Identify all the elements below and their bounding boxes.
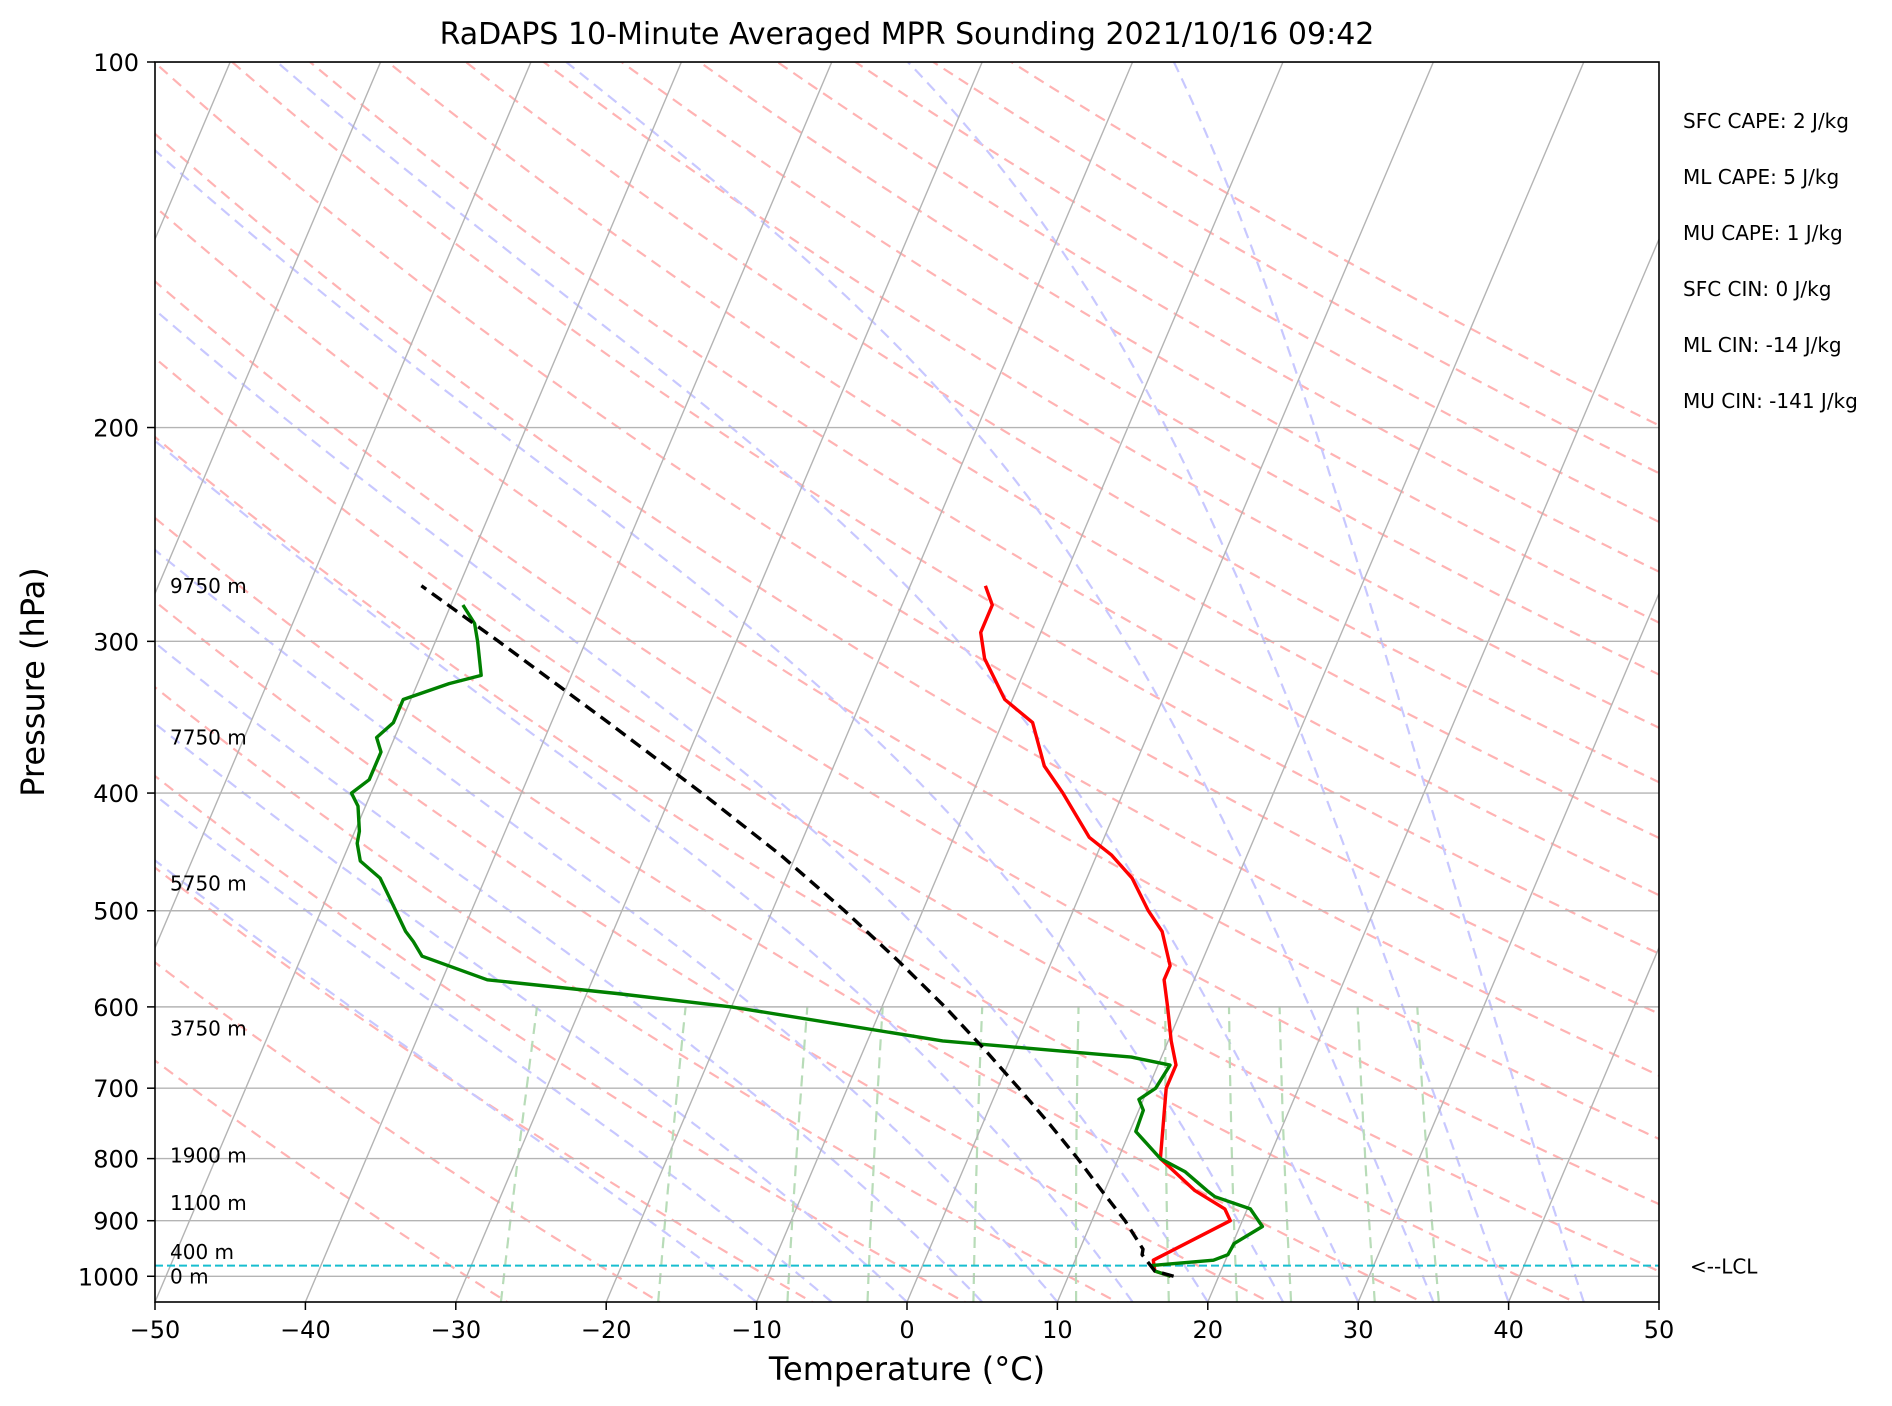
moist-adiabat (565, 62, 1435, 1302)
y-tick-label: 200 (93, 415, 139, 443)
temperature-line (979, 585, 1232, 1278)
height-label: 1900 m (170, 1143, 247, 1167)
moist-adiabat (155, 308, 1209, 1302)
moist-adiabat (155, 548, 1059, 1302)
stability-indices: SFC CAPE: 2 J/kg ML CAPE: 5 J/kg MU CAPE: … (1683, 109, 1858, 413)
dry-adiabat (308, 62, 1659, 897)
chart-title: RaDAPS 10-Minute Averaged MPR Sounding 2… (440, 17, 1375, 52)
y-tick-label: 100 (93, 49, 139, 77)
x-axis: −50 −40 −30 −20 −10 0 10 20 30 40 50 (130, 1302, 1675, 1344)
isotherm (906, 62, 1435, 1302)
dry-adiabat (619, 62, 1659, 676)
x-tick-label: 20 (1193, 1316, 1224, 1344)
height-label: 5750 m (170, 872, 247, 896)
height-label: 400 m (170, 1240, 234, 1264)
dry-adiabat (155, 279, 1659, 1206)
mixing-ratio-line (1227, 1006, 1239, 1302)
moist-adiabat (155, 641, 983, 1302)
moist-adiabat (155, 858, 758, 1302)
x-tick-label: −40 (280, 1316, 331, 1344)
x-tick-label: 40 (1493, 1316, 1524, 1344)
stability-index: SFC CIN: 0 J/kg (1683, 277, 1831, 301)
moist-adiabat (276, 62, 1360, 1302)
isotherm (1507, 945, 1659, 1302)
dewpoint-line (349, 604, 1265, 1278)
dry-adiabat (155, 516, 1425, 1302)
y-tick-label: 600 (93, 994, 139, 1022)
y-tick-label: 500 (93, 898, 139, 926)
isotherm (605, 62, 1134, 1302)
x-tick-label: 10 (1042, 1316, 1073, 1344)
dry-adiabat (464, 62, 1659, 784)
y-tick-label: 800 (93, 1146, 139, 1174)
x-tick-label: −10 (731, 1316, 782, 1344)
mixing-ratio-line (499, 1006, 539, 1302)
lcl-label: <--LCL (1690, 1255, 1758, 1279)
isotherm (1357, 591, 1659, 1302)
height-label: 7750 m (170, 726, 247, 750)
isotherm (304, 62, 833, 1302)
dry-adiabat (155, 132, 1659, 1077)
moist-adiabat (155, 439, 1134, 1302)
x-tick-label: −50 (130, 1316, 181, 1344)
isotherm (1207, 237, 1659, 1302)
y-axis-label: Pressure (hPa) (14, 567, 52, 797)
series-lines (349, 584, 1265, 1278)
mixing-ratio-line (972, 1006, 984, 1302)
x-tick-label: 30 (1343, 1316, 1374, 1344)
y-tick-label: 700 (93, 1075, 139, 1103)
y-tick-label: 300 (93, 628, 139, 656)
x-axis-label: Temperature (°C) (768, 1350, 1045, 1388)
stability-index: MU CIN: -141 J/kg (1683, 389, 1858, 413)
mixing-ratio-line (866, 1006, 884, 1302)
height-label: 1100 m (170, 1191, 247, 1215)
mixing-ratio-line (1356, 1006, 1376, 1302)
stability-index: SFC CAPE: 2 J/kg (1683, 109, 1849, 133)
isotherm (155, 62, 382, 596)
x-tick-label: −20 (581, 1316, 632, 1344)
height-label: 3750 m (170, 1016, 247, 1040)
x-tick-label: 50 (1644, 1316, 1675, 1344)
dry-adiabat (697, 62, 1659, 624)
x-tick-label: −30 (430, 1316, 481, 1344)
y-axis: 100 200 300 400 500 600 700 800 900 1000 (78, 49, 155, 1291)
isotherm (155, 62, 532, 950)
lcl-marker: <--LCL (155, 1255, 1758, 1279)
dry-adiabat (155, 205, 1659, 1141)
stability-index: MU CAPE: 1 J/kg (1683, 221, 1843, 245)
isotherm (455, 62, 983, 1302)
isotherm (155, 62, 683, 1302)
stability-index: ML CIN: -14 J/kg (1683, 333, 1842, 357)
mixing-ratio-line (1074, 1006, 1080, 1302)
mixing-ratio-line (1278, 1006, 1293, 1302)
grid (155, 62, 1659, 1302)
moist-adiabat (1172, 62, 1585, 1302)
moist-adiabat (907, 62, 1510, 1302)
isotherm (755, 62, 1284, 1302)
dry-adiabat (155, 62, 1659, 1016)
moist-adiabat (155, 793, 833, 1302)
x-tick-label: 0 (899, 1316, 914, 1344)
dry-adiabat (155, 356, 1659, 1273)
dry-adiabat (155, 774, 968, 1302)
height-labels: 9750 m 7750 m 5750 m 3750 m 1900 m 1100 m 400 … (170, 574, 247, 1288)
height-label: 9750 m (170, 574, 247, 598)
moist-adiabat (155, 722, 908, 1302)
mixing-ratio-line (786, 1006, 809, 1302)
stability-index: ML CAPE: 5 J/kg (1683, 165, 1839, 189)
y-tick-label: 400 (93, 780, 139, 808)
y-tick-label: 1000 (78, 1263, 139, 1291)
y-tick-label: 900 (93, 1208, 139, 1236)
parcel-line (420, 584, 1175, 1278)
mixing-ratio-line (657, 1006, 687, 1302)
mixing-ratio-line (1416, 1006, 1440, 1302)
moist-adiabat (155, 148, 1284, 1302)
height-label: 0 m (170, 1264, 209, 1288)
